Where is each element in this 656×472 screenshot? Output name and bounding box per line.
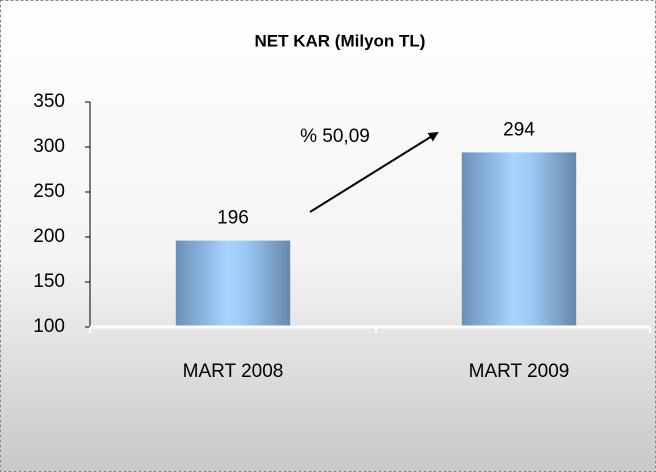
value-label: 294 [503,119,535,140]
bar [175,240,291,327]
y-tick-label: 150 [33,271,65,292]
value-label: 196 [217,208,249,229]
arrow [309,131,439,213]
annotation: % 50,09 [300,126,370,147]
x-tick-label: MART 2008 [183,361,284,382]
x-tick-label: MART 2009 [469,361,570,382]
y-tick-label: 100 [33,316,65,337]
y-tick-label: 300 [33,136,65,157]
y-tick-label: 350 [33,91,65,112]
y-tick-label: 200 [33,226,65,247]
y-tick-label: 250 [33,181,65,202]
chart-title: NET KAR (Milyon TL) [255,31,426,50]
bar [461,152,577,327]
